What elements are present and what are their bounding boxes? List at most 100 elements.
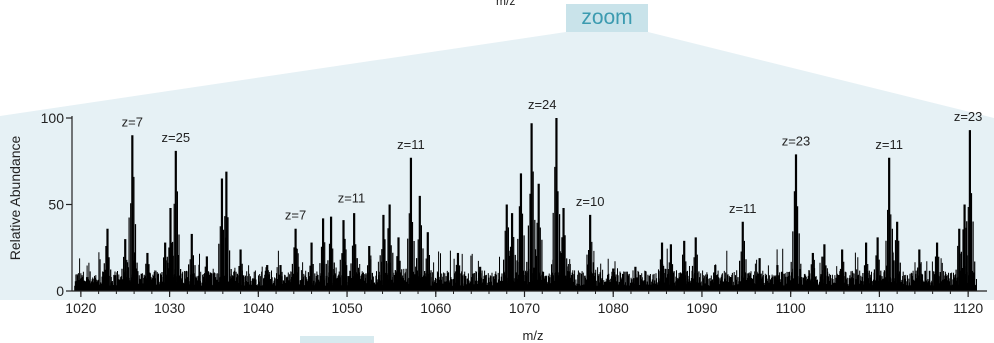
peak	[678, 240, 690, 291]
peak-isotope	[872, 255, 883, 291]
peak	[363, 246, 375, 291]
charge-state-label: z=7	[122, 114, 143, 129]
y-tick-label: 50	[48, 197, 64, 213]
peak-isotope	[860, 264, 872, 291]
peak-labels: z=7 z=25 z=7 z=11 z=11 z=24 z=10 z=11 z=23 z=11 z=…	[122, 97, 983, 223]
peak-isotope	[290, 247, 301, 291]
peak-isotope	[737, 240, 749, 291]
peak	[964, 130, 976, 291]
peak	[807, 252, 819, 291]
peak	[378, 214, 389, 291]
peak	[142, 252, 153, 291]
charge-state-label: z=23	[782, 133, 811, 148]
peak	[506, 213, 518, 291]
x-tick-label: 1040	[243, 300, 274, 316]
peak-isotope	[119, 256, 131, 291]
charge-state-label: z=11	[338, 190, 366, 205]
y-axis-label: Relative Abundance	[7, 136, 23, 261]
peak-isotope	[474, 277, 486, 291]
peak-isotope	[964, 193, 976, 291]
peak-isotope	[221, 216, 232, 291]
peak	[526, 123, 537, 291]
x-tick-label: 1030	[154, 300, 185, 316]
top-x-axis-label: m/z	[496, 0, 516, 8]
peak	[891, 221, 903, 291]
peak	[384, 204, 395, 291]
charge-state-label: z=25	[162, 130, 191, 145]
x-tick-label: 1060	[420, 300, 451, 316]
peak-isotope	[126, 176, 138, 291]
peak	[558, 207, 569, 291]
peak-isotope	[533, 222, 545, 291]
peak	[883, 157, 895, 291]
peak-isotope	[607, 276, 619, 291]
peak-isotope	[690, 254, 702, 291]
peak	[551, 118, 562, 291]
peak	[422, 232, 434, 291]
peak-isotope	[526, 171, 537, 291]
peak-isotope	[170, 191, 182, 291]
charge-state-label: z=7	[285, 208, 306, 223]
peak	[819, 244, 830, 291]
peak-isotope	[931, 256, 943, 291]
peak	[126, 135, 138, 291]
peak	[221, 171, 232, 291]
peak	[515, 173, 527, 291]
peak	[584, 214, 596, 291]
peak-isotope	[405, 213, 417, 291]
peak-isotope	[819, 256, 830, 291]
spectrum-trace	[74, 118, 977, 291]
peak-isotope	[378, 239, 389, 291]
peak-isotope	[348, 244, 360, 291]
charge-state-label: z=11	[397, 137, 425, 152]
peak	[414, 195, 426, 291]
x-axis-label: m/z	[523, 328, 544, 343]
peak	[348, 213, 360, 291]
peak-isotope	[506, 237, 518, 291]
peak-isotope	[558, 235, 569, 291]
peak	[452, 252, 464, 291]
peak	[836, 249, 848, 291]
peak-isotope	[317, 242, 329, 291]
connector-tab	[300, 336, 374, 343]
peak	[170, 150, 182, 291]
peak-isotope	[414, 225, 426, 291]
zoom-panel	[0, 32, 994, 300]
charge-state-label: z=11	[729, 201, 757, 216]
peak	[665, 244, 677, 291]
x-tick-label: 1110	[865, 300, 894, 316]
peak	[186, 233, 198, 291]
peak-isotope	[790, 191, 802, 291]
peak	[338, 220, 349, 291]
peak-isotope	[102, 246, 113, 291]
x-tick-label: 1070	[509, 300, 540, 316]
peak	[772, 265, 783, 291]
y-tick-label: 100	[41, 110, 65, 126]
peak	[872, 237, 883, 291]
peak-isotope	[754, 273, 765, 291]
peak	[235, 249, 246, 291]
peak	[325, 216, 337, 291]
peak-isotope	[235, 263, 246, 291]
peak	[630, 266, 641, 291]
axes: 0 50 100 1020 1030 1040 1050 1060 1070 1080 1090 11…	[41, 110, 987, 316]
peak-isotope	[306, 264, 317, 291]
peak-isotope	[709, 272, 721, 291]
peak-isotope	[275, 276, 286, 291]
peak-isotope	[883, 209, 895, 291]
x-tick-label: 1090	[686, 300, 717, 316]
peak-isotope	[807, 264, 819, 291]
peak	[690, 237, 702, 291]
peak	[709, 265, 721, 291]
charge-state-label: z=11	[875, 137, 903, 152]
peak	[306, 242, 317, 291]
peak	[102, 228, 113, 291]
peak-isotope	[363, 259, 375, 291]
peak	[754, 258, 765, 291]
peak-isotope	[772, 275, 783, 291]
peak	[290, 228, 301, 291]
peak-isotope	[338, 238, 349, 291]
peak-isotope	[891, 240, 903, 291]
